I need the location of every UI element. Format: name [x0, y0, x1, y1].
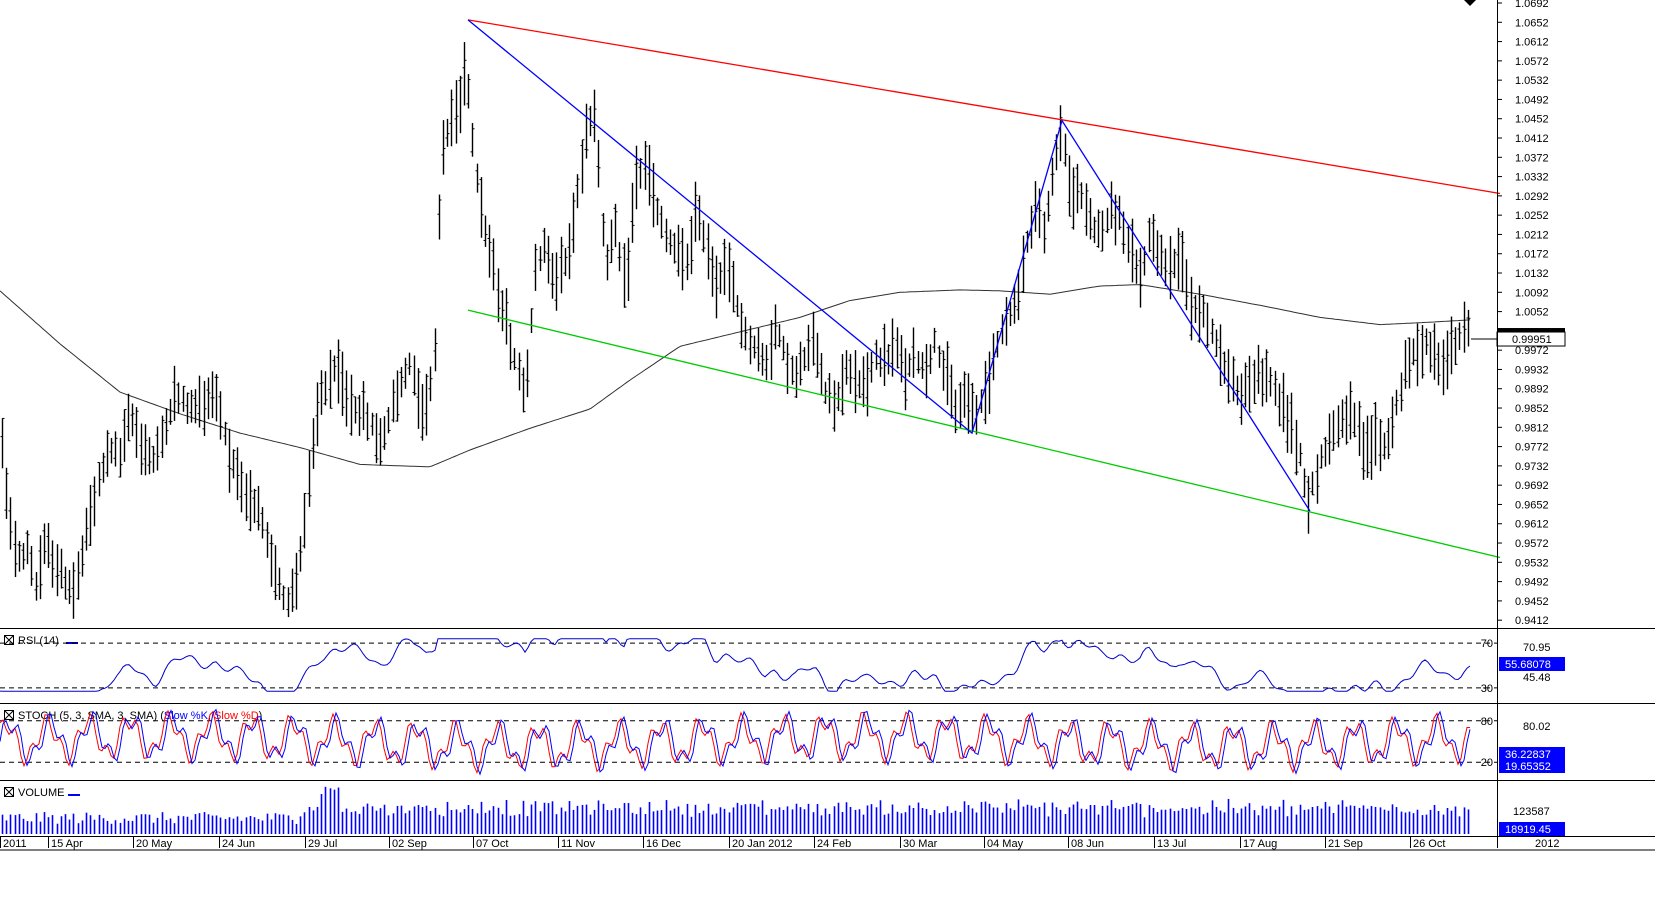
price-axis-label: 1.0052	[1515, 307, 1549, 319]
stoch-slow-k-line	[0, 708, 1471, 776]
price-axis-label: 1.0332	[1515, 172, 1549, 184]
price-axis-label: 1.0212	[1515, 229, 1549, 241]
price-panel: 1.0692 1.0652 1.0612 1.0572 1.0532 1.0492 1.04…	[0, 0, 1566, 627]
price-axis-label: 1.0492	[1515, 94, 1549, 106]
rsi-axis-label: 70.95	[1523, 642, 1551, 654]
price-axis-label: 1.0252	[1515, 210, 1549, 222]
price-axis-label: 0.9732	[1515, 461, 1549, 473]
price-axis-label: 0.9572	[1515, 538, 1549, 550]
rsi-current-value-box	[1499, 657, 1565, 671]
trendline-channel-upper	[467, 19, 1501, 195]
checkbox-x	[4, 710, 14, 720]
time-axis-label: 2011	[3, 838, 27, 850]
price-axis-label: 1.0612	[1515, 37, 1549, 49]
trendline-channel-lower	[467, 309, 1501, 559]
time-axis-label: 11 Nov	[561, 838, 596, 850]
time-axis-label: 21 Sep	[1328, 838, 1363, 850]
price-axis-label: 0.9812	[1515, 422, 1549, 434]
price-axis-label: 0.9892	[1515, 384, 1549, 396]
price-axis-label: 0.9972	[1515, 345, 1549, 357]
volume-bars	[1, 786, 1470, 834]
price-axis-label: 1.0172	[1515, 249, 1549, 261]
stochastic-panel: STOCH (5, 3, SMA, 3, SMA) (Slow %K, Slow…	[0, 708, 1565, 776]
trendline-zigzag	[467, 19, 1311, 512]
volume-current-value: 18919.45	[1505, 824, 1551, 836]
price-axis-label: 0.9532	[1515, 557, 1549, 569]
volume-title: VOLUME	[18, 787, 64, 799]
time-axis-label: 20 Jan 2012	[732, 838, 793, 850]
time-axis-label: 04 May	[987, 838, 1024, 850]
rsi-axis-label: 45.48	[1523, 672, 1551, 684]
volume-current-value-box	[1499, 822, 1565, 836]
stoch-k-value: 36.22837	[1505, 749, 1551, 761]
price-axis-label: 0.9932	[1515, 364, 1549, 376]
time-axis-label: 15 Apr	[51, 838, 83, 850]
panel-frames	[0, 0, 1655, 851]
time-axis-label: 29 Jul	[308, 838, 337, 850]
price-axis-label: 1.0452	[1515, 114, 1549, 126]
triangle-down-icon[interactable]	[1464, 0, 1476, 6]
stoch-k-value-box	[1499, 747, 1565, 761]
price-axis-label: 0.9492	[1515, 577, 1549, 589]
price-axis-label: 0.9692	[1515, 480, 1549, 492]
price-axis-label: 1.0652	[1515, 17, 1549, 29]
price-axis-label: 0.9852	[1515, 403, 1549, 415]
time-axis-label: 02 Sep	[392, 838, 427, 850]
price-axis-label: 0.9452	[1515, 596, 1549, 608]
last-price-box-top	[1497, 328, 1565, 333]
price-axis-label: 0.9612	[1515, 519, 1549, 531]
time-axis-label: 26 Oct	[1413, 838, 1445, 850]
time-axis-label: 24 Jun	[222, 838, 255, 850]
price-axis-label: 1.0412	[1515, 133, 1549, 145]
time-axis-label: 30 Mar	[903, 838, 938, 850]
checkbox-x-icon[interactable]	[4, 635, 14, 645]
rsi-line	[0, 638, 1471, 692]
rsi-title: RSI (14)	[18, 635, 59, 647]
rsi-current-value: 55.68078	[1505, 659, 1551, 671]
stoch-axis-label: 80.02	[1523, 721, 1551, 733]
price-axis-label: 0.9412	[1515, 615, 1549, 627]
price-axis-label: 1.0292	[1515, 191, 1549, 203]
volume-axis-label: 123587	[1513, 806, 1550, 818]
stoch-d-value-box	[1499, 759, 1565, 773]
price-axis-label: 0.9652	[1515, 499, 1549, 511]
checkbox-x-icon[interactable]	[4, 710, 14, 720]
price-axis-label: 1.0532	[1515, 75, 1549, 87]
price-axis-label: 1.0132	[1515, 268, 1549, 280]
rsi-level-label: 30	[1481, 683, 1493, 695]
price-axis-label: 1.0092	[1515, 287, 1549, 299]
volume-panel: VOLUME 123587 18919.45	[1, 786, 1565, 836]
stoch-slow-d-line	[0, 709, 1470, 775]
last-price-value: 0.99951	[1512, 334, 1552, 346]
time-axis-label: 2012	[1535, 838, 1559, 850]
time-axis-label: 13 Jul	[1157, 838, 1186, 850]
time-axis-label: 17 Aug	[1243, 838, 1277, 850]
time-axis-label: 24 Feb	[817, 838, 851, 850]
stoch-d-value: 19.65352	[1505, 761, 1551, 773]
checkbox-x-icon[interactable]	[4, 787, 14, 797]
price-axis-label: 1.0572	[1515, 56, 1549, 68]
stoch-level-label: 80	[1481, 716, 1493, 728]
time-axis-label: 07 Oct	[476, 838, 508, 850]
stoch-level-label: 20	[1481, 757, 1493, 769]
rsi-level-label: 70	[1481, 638, 1493, 650]
price-axis-label: 1.0692	[1515, 0, 1549, 10]
checkbox-x	[4, 787, 14, 797]
time-axis-label: 20 May	[136, 838, 173, 850]
time-axis: 2011 15 Apr 20 May 24 Jun 29 Jul 02 Sep 07 Oct…	[0, 836, 1559, 850]
moving-average-line	[0, 284, 1471, 468]
price-axis-label: 1.0372	[1515, 152, 1549, 164]
price-axis-label: 0.9772	[1515, 442, 1549, 454]
time-axis-label: 16 Dec	[646, 838, 681, 850]
time-axis-label: 08 Jun	[1071, 838, 1104, 850]
ohlc-bars	[0, 42, 1471, 619]
